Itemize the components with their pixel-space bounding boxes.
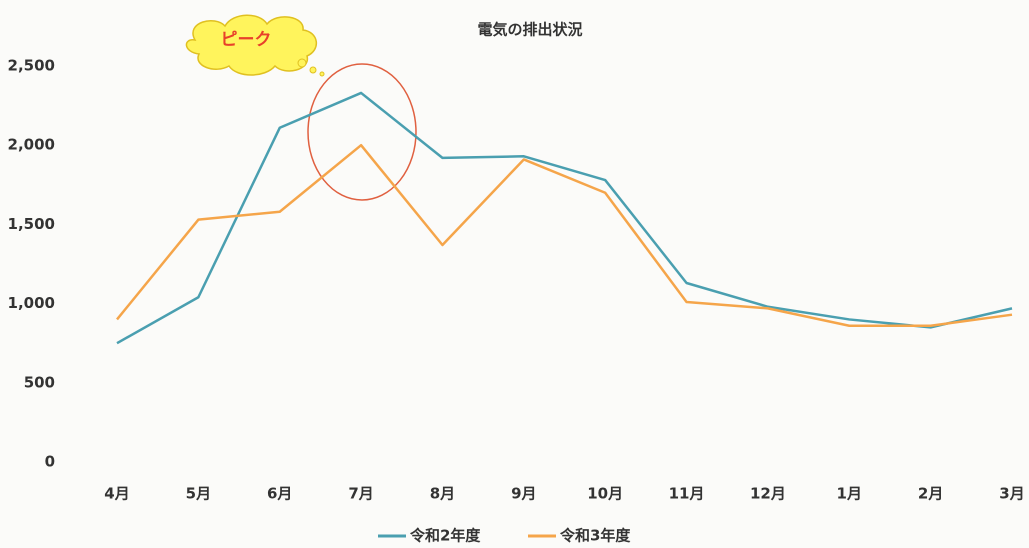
highlight-ellipse (308, 64, 416, 200)
line-series (117, 145, 1012, 326)
callout-dot (298, 59, 306, 67)
x-tick-label: 10月 (587, 485, 623, 503)
annotation: ピーク (221, 30, 272, 50)
x-tick-label: 2月 (918, 485, 943, 503)
callout-dot (310, 67, 316, 73)
y-tick-label: 2,500 (8, 57, 55, 75)
x-tick-label: 1月 (837, 485, 862, 503)
x-tick-label: 4月 (104, 485, 129, 503)
chart-title: 電気の排出状況 (477, 21, 582, 39)
y-tick-label: 500 (24, 373, 55, 391)
x-tick-label: 12月 (750, 485, 786, 503)
x-tick-label: 9月 (511, 485, 536, 503)
legend-label: 令和2年度 (410, 527, 481, 545)
x-tick-label: 5月 (186, 485, 211, 503)
chart: 電気の排出状況 ピーク 0 500 1,000 1,500 2,000 2,500 4月 5月… (0, 0, 1029, 548)
x-tick-label: 7月 (348, 485, 373, 503)
line-series (117, 93, 1012, 343)
y-tick-label: 1,500 (8, 215, 55, 233)
legend-label: 令和3年度 (560, 527, 631, 545)
y-tick-label: 2,000 (8, 136, 55, 154)
y-tick-label: 0 (45, 453, 55, 471)
x-tick-label: 11月 (669, 485, 705, 503)
y-tick-label: 1,000 (8, 294, 55, 312)
callout-dot (320, 72, 324, 76)
x-tick-label: 8月 (430, 485, 455, 503)
x-tick-label: 3月 (999, 485, 1024, 503)
x-tick-label: 6月 (267, 485, 292, 503)
